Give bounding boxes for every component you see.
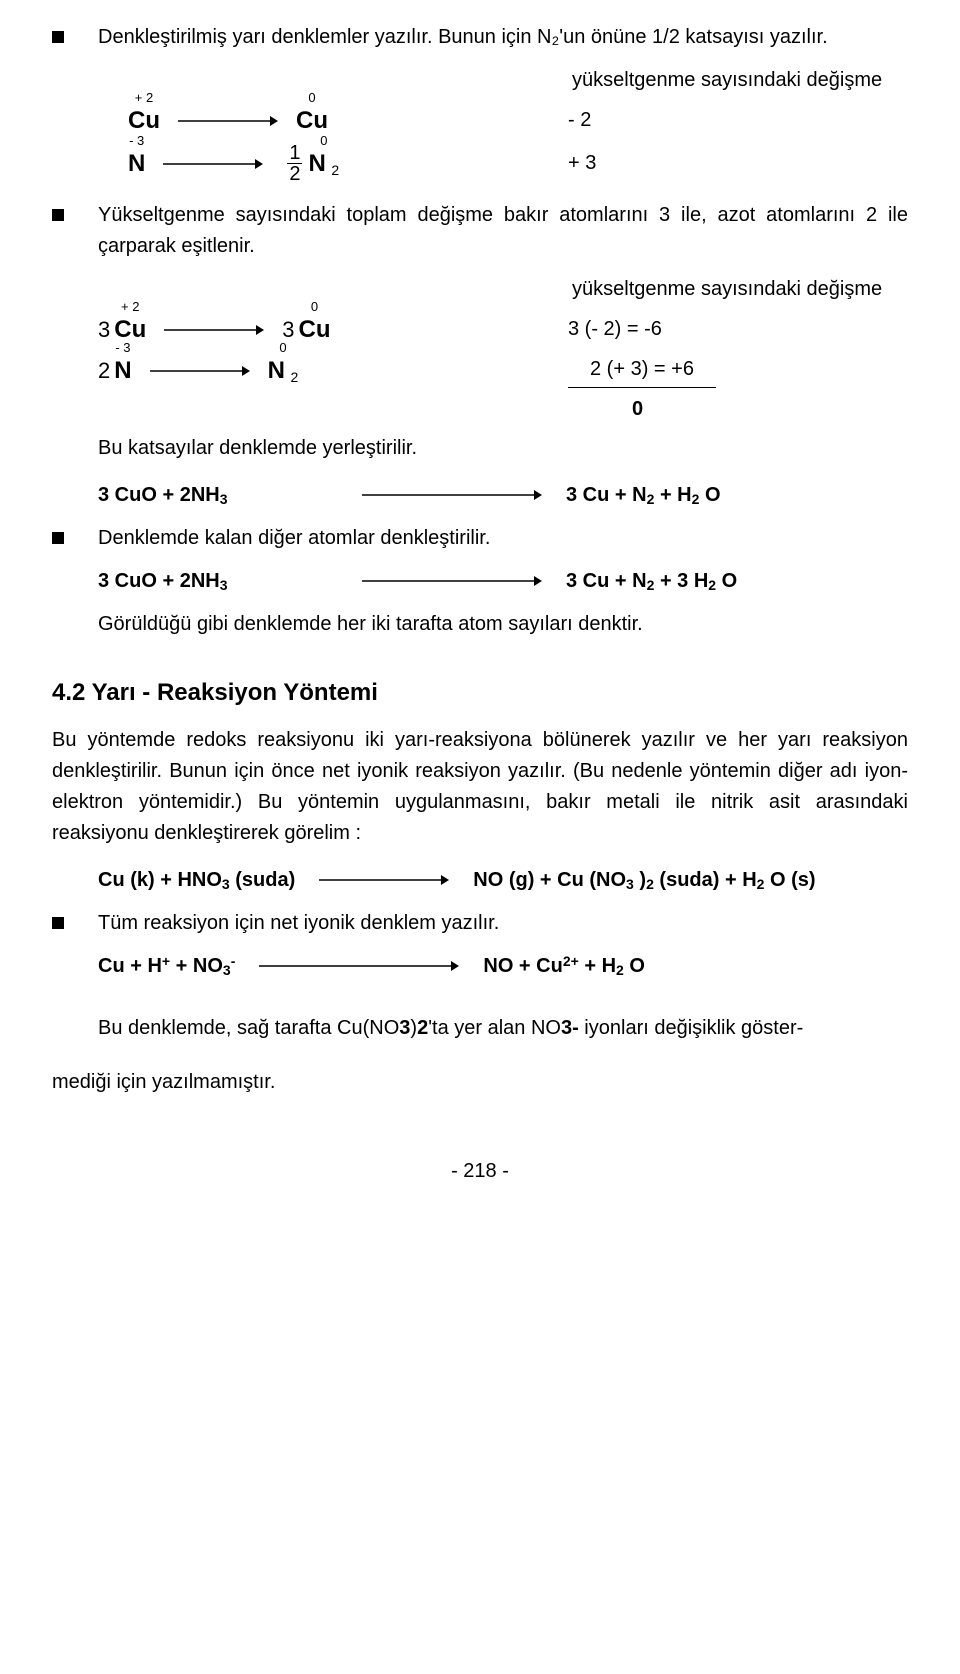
- bullet-square-icon: [52, 532, 64, 544]
- cu-sup1: + 2: [135, 88, 153, 108]
- bullet-square-icon: [52, 209, 64, 221]
- cu-el1: Cu: [128, 107, 160, 134]
- bullet-1-text: Denkleştirilmiş yarı denklemler yazılır.…: [98, 22, 908, 53]
- line-gor: Görüldüğü gibi denklemde her iki tarafta…: [52, 609, 908, 640]
- eq-row-cu: + 2 Cu 0 Cu - 2: [52, 102, 908, 139]
- chem-eq-1: 3 CuO + 2NH3 3 Cu + N2 + H2 O: [98, 480, 908, 511]
- fraction: 1 2: [287, 143, 302, 184]
- cu-el2: Cu: [296, 107, 328, 134]
- bullet-2-text: Yükseltgenme sayısındaki toplam değişme …: [98, 200, 908, 262]
- n-sup2: 0: [320, 131, 327, 151]
- chem-eq-2: 3 CuO + 2NH3 3 Cu + N2 + 3 H2 O: [98, 566, 908, 597]
- note-2: yükseltgenme sayısındaki değişme: [52, 274, 908, 305]
- r3-pre1: 3: [98, 313, 110, 347]
- bullet-2: Yükseltgenme sayısındaki toplam değişme …: [52, 200, 908, 262]
- para-2: Bu yöntemde redoks reaksiyonu iki yarı-r…: [52, 725, 908, 849]
- eq-row-2n: 2 - 3 N 0 N 2 2 (+ 3) = +6: [52, 352, 908, 389]
- n-el2: N: [308, 150, 325, 177]
- arrow-icon: [362, 573, 542, 589]
- zero-result: 0: [52, 394, 908, 425]
- page-number: - 218 -: [52, 1156, 908, 1187]
- bullet-4: Tüm reaksiyon için net iyonik denklem ya…: [52, 908, 908, 939]
- bullet-square-icon: [52, 917, 64, 929]
- cu-sup2: 0: [308, 88, 315, 108]
- n-sub2: 2: [331, 162, 339, 178]
- bullet-1: Denkleştirilmiş yarı denklemler yazılır.…: [52, 22, 908, 53]
- r4-res: 2 (+ 3) = +6: [568, 354, 716, 388]
- arrow-icon: [259, 958, 459, 974]
- n-sup1: - 3: [129, 131, 144, 151]
- arrow-icon: [362, 487, 542, 503]
- chem-eq-4: Cu + H+ + NO3- NO + Cu2+ + H2 O: [98, 951, 908, 982]
- n-res: + 3: [568, 148, 596, 179]
- n-el1: N: [128, 150, 145, 177]
- arrow-icon: [150, 363, 250, 379]
- arrow-icon: [164, 322, 264, 338]
- cu-res: - 2: [568, 105, 591, 136]
- arrow-icon: [178, 113, 278, 129]
- line-bu: Bu katsayılar denklemde yerleştirilir.: [52, 433, 908, 464]
- eq-row-3cu: 3 + 2 Cu 3 0 Cu 3 (- 2) = -6: [52, 311, 908, 348]
- bullet-square-icon: [52, 31, 64, 43]
- eq-row-n: - 3 N 1 2 0 N 2 + 3: [52, 143, 908, 184]
- r3-res: 3 (- 2) = -6: [568, 314, 662, 345]
- chem-eq-3: Cu (k) + HNO3 (suda) NO (g) + Cu (NO3 )2…: [98, 865, 908, 896]
- arrow-icon: [163, 156, 263, 172]
- para-3b: mediği için yazılmamıştır.: [52, 1058, 908, 1106]
- arrow-icon: [319, 872, 449, 888]
- bullet-3: Denklemde kalan diğer atomlar denkleştir…: [52, 523, 908, 554]
- para-3: Bu denklemde, sağ tarafta Cu(NO3)2'ta ye…: [52, 1004, 908, 1052]
- note-1: yükseltgenme sayısındaki değişme: [52, 65, 908, 96]
- section-heading: 4.2 Yarı - Reaksiyon Yöntemi: [52, 674, 908, 711]
